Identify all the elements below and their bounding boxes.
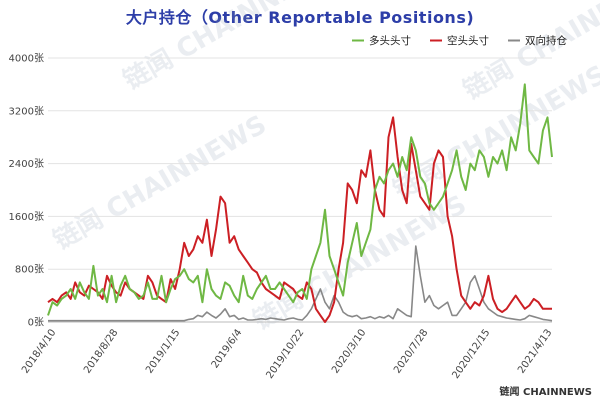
x-tick-label: 2019/10/22	[264, 327, 306, 381]
legend: 多头头寸 空头头寸 双向持仓	[352, 34, 567, 47]
footer-logo: 链闻 CHAINNEWS	[499, 387, 592, 398]
watermark-text: 链闻 CHAINNEWS	[48, 109, 272, 256]
x-axis-ticks: 2018/4/10 2018/8/28 2019/1/15 2019/6/4 2019/…	[20, 327, 554, 381]
x-tick-label: 2018/8/28	[82, 327, 120, 375]
y-tick-label: 2400张	[9, 158, 44, 170]
legend-label: 双向持仓	[525, 34, 567, 47]
y-axis-ticks: 0张 800张 1600张 2400张 3200张 4000张	[9, 53, 44, 329]
chart-title: 大户持仓（Other Reportable Positions)	[125, 8, 475, 27]
legend-label: 空头头寸	[447, 34, 489, 47]
series-lines	[47, 83, 553, 323]
x-tick-label: 2021/4/13	[516, 327, 554, 375]
y-tick-label: 1600张	[9, 211, 44, 223]
x-tick-label: 2020/12/15	[450, 327, 492, 381]
series-line-2	[48, 245, 553, 322]
y-tick-label: 800张	[15, 264, 44, 276]
watermark-text: 链闻 CHAINNEWS	[118, 0, 342, 96]
legend-label: 多头头寸	[369, 34, 411, 47]
x-tick-label: 2018/4/10	[20, 327, 58, 375]
gridlines	[48, 57, 552, 323]
x-tick-label: 2020/7/28	[392, 327, 430, 375]
x-tick-label: 2019/6/4	[210, 327, 245, 370]
watermark-text: 链闻 CHAINNEWS	[248, 189, 472, 336]
y-tick-label: 0张	[28, 317, 44, 329]
x-tick-label: 2019/1/15	[144, 327, 182, 375]
x-tick-label: 2020/3/10	[330, 327, 368, 375]
series-line-0	[47, 83, 553, 316]
y-tick-label: 4000张	[9, 53, 44, 65]
y-tick-label: 3200张	[9, 105, 44, 117]
